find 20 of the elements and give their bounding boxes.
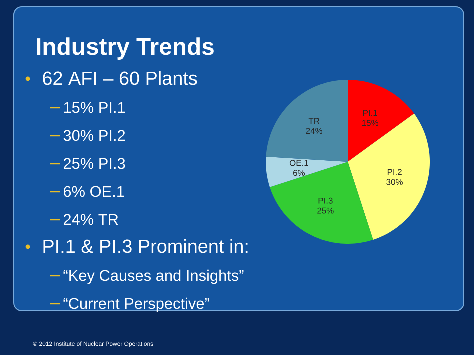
data-label: 6% bbox=[294, 170, 306, 176]
text: 30% PI.2 bbox=[64, 130, 126, 142]
text: “Key Causes and Insights” bbox=[64, 270, 244, 284]
data-label: 15% bbox=[362, 120, 379, 126]
chart-title: Industry Trends bbox=[37, 38, 214, 60]
slice-label: OE.1 bbox=[290, 160, 308, 166]
slice-label: PI.3 bbox=[318, 198, 333, 204]
slice-label: PI.1 bbox=[364, 110, 378, 116]
data-label: 30% bbox=[386, 179, 403, 186]
text: 25% PI.3 bbox=[64, 158, 126, 170]
slice-label: PI.2 bbox=[388, 169, 402, 176]
data-label: 24% bbox=[306, 128, 323, 134]
text: 6% OE.1 bbox=[64, 186, 124, 198]
text: 62 AFI – 60 Plants bbox=[43, 71, 198, 86]
data-label: 25% bbox=[318, 208, 334, 214]
text: PI.1 & PI.3 Prominent in: bbox=[44, 239, 248, 254]
text: 15% PI.1 bbox=[64, 102, 126, 114]
slice-label: TR bbox=[308, 118, 320, 124]
text: 24% TR bbox=[64, 214, 118, 226]
text: “Current Perspective” bbox=[64, 298, 210, 312]
